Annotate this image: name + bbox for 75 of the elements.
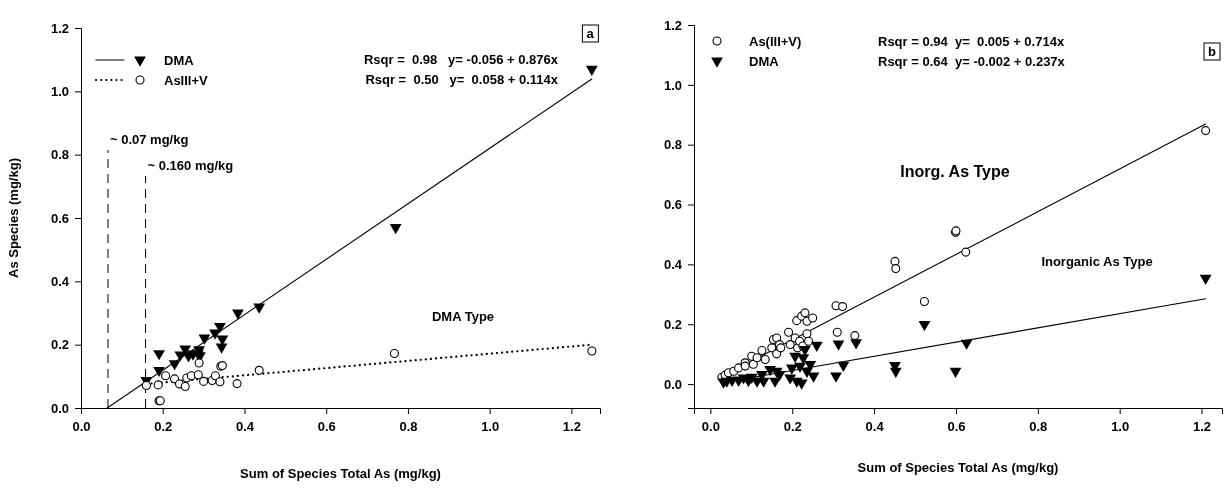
x-tick-label: 1.0 <box>1111 419 1130 435</box>
point <box>772 349 782 359</box>
annotation: Inorganic As Type <box>1041 254 1153 269</box>
point <box>830 372 842 383</box>
y-tick-label: 0.2 <box>50 337 69 353</box>
point <box>961 247 971 257</box>
y-tick-label: 1.2 <box>50 20 69 36</box>
point <box>1199 274 1212 285</box>
x-tick-label: 1.0 <box>481 419 500 435</box>
point <box>789 352 801 364</box>
y-tick-label: 0.6 <box>663 197 682 213</box>
point <box>919 296 929 307</box>
x-tick-label: 0.4 <box>235 419 255 435</box>
x-tick-label: 1.2 <box>562 419 581 435</box>
point <box>891 264 901 274</box>
point <box>748 359 758 369</box>
point <box>784 374 797 385</box>
y-tick-label: 0.0 <box>50 400 69 416</box>
point <box>850 331 860 341</box>
y-tick-label: 1.0 <box>50 83 69 99</box>
point <box>832 327 842 337</box>
x-tick-label: 0.6 <box>317 419 336 435</box>
point <box>850 339 862 350</box>
ref-line-label: ~ 0.07 mg/kg <box>109 132 189 147</box>
x-tick-label: 0.6 <box>947 419 966 435</box>
annotation: Inorg. As Type <box>900 163 1010 180</box>
point <box>838 302 848 312</box>
legend-label: DMA <box>749 54 780 69</box>
point <box>757 346 767 356</box>
annotation: DMA Type <box>431 309 495 324</box>
y-tick-label: 0.2 <box>663 316 682 332</box>
legend-label: DMA <box>164 53 195 68</box>
x-tick-label: 0.2 <box>783 419 802 435</box>
x-tick-label: 0.0 <box>701 419 720 435</box>
y-tick-label: 0.8 <box>663 137 682 153</box>
annotation: Rsqr = 0.50 y= 0.058 + 0.114x <box>365 72 559 87</box>
point <box>804 336 814 346</box>
point <box>918 321 931 332</box>
point <box>949 367 962 378</box>
legend-label: AsIII+V <box>164 73 209 88</box>
ref-line-label: ~ 0.160 mg/kg <box>147 158 234 173</box>
x-tick-label: 0.2 <box>154 419 173 435</box>
point <box>810 341 823 352</box>
point <box>837 361 850 373</box>
x-tick-label: 0.4 <box>865 419 885 435</box>
point <box>760 355 770 365</box>
point <box>784 327 794 337</box>
annotation: Rsqr = 0.94 y= 0.005 + 0.714x <box>878 34 1065 49</box>
annotation: a <box>586 26 595 41</box>
x-axis-title: Sum of Species Total As (mg/kg) <box>240 466 441 481</box>
y-tick-label: 1.2 <box>663 17 682 33</box>
y-tick-label: 0.4 <box>663 257 683 273</box>
y-tick-label: 0.6 <box>50 210 69 226</box>
x-tick-label: 0.8 <box>399 419 418 435</box>
point <box>808 313 818 323</box>
annotation: Rsqr = 0.64 y= -0.002 + 0.237x <box>878 54 1066 69</box>
point <box>960 339 973 350</box>
point <box>752 353 762 363</box>
point <box>757 377 770 388</box>
point <box>785 340 795 350</box>
y-tick-label: 0.0 <box>663 376 682 392</box>
x-tick-label: 1.2 <box>1193 419 1212 435</box>
y-tick-label: 0.4 <box>50 273 70 289</box>
y-axis-title: As Species (mg/kg) <box>6 158 21 278</box>
annotation: Rsqr = 0.98 y= -0.056 + 0.876x <box>363 52 559 67</box>
y-tick-label: 0.8 <box>50 147 69 163</box>
point <box>889 367 902 378</box>
legend-label: As(III+V) <box>749 34 802 49</box>
point <box>802 329 812 339</box>
point <box>832 340 845 351</box>
x-tick-label: 0.8 <box>1029 419 1048 435</box>
annotation: b <box>1208 44 1217 59</box>
x-axis-title: Sum of Species Total As (mg/kg) <box>857 460 1059 475</box>
y-tick-label: 1.0 <box>663 77 682 93</box>
x-tick-label: 0.0 <box>72 419 91 435</box>
